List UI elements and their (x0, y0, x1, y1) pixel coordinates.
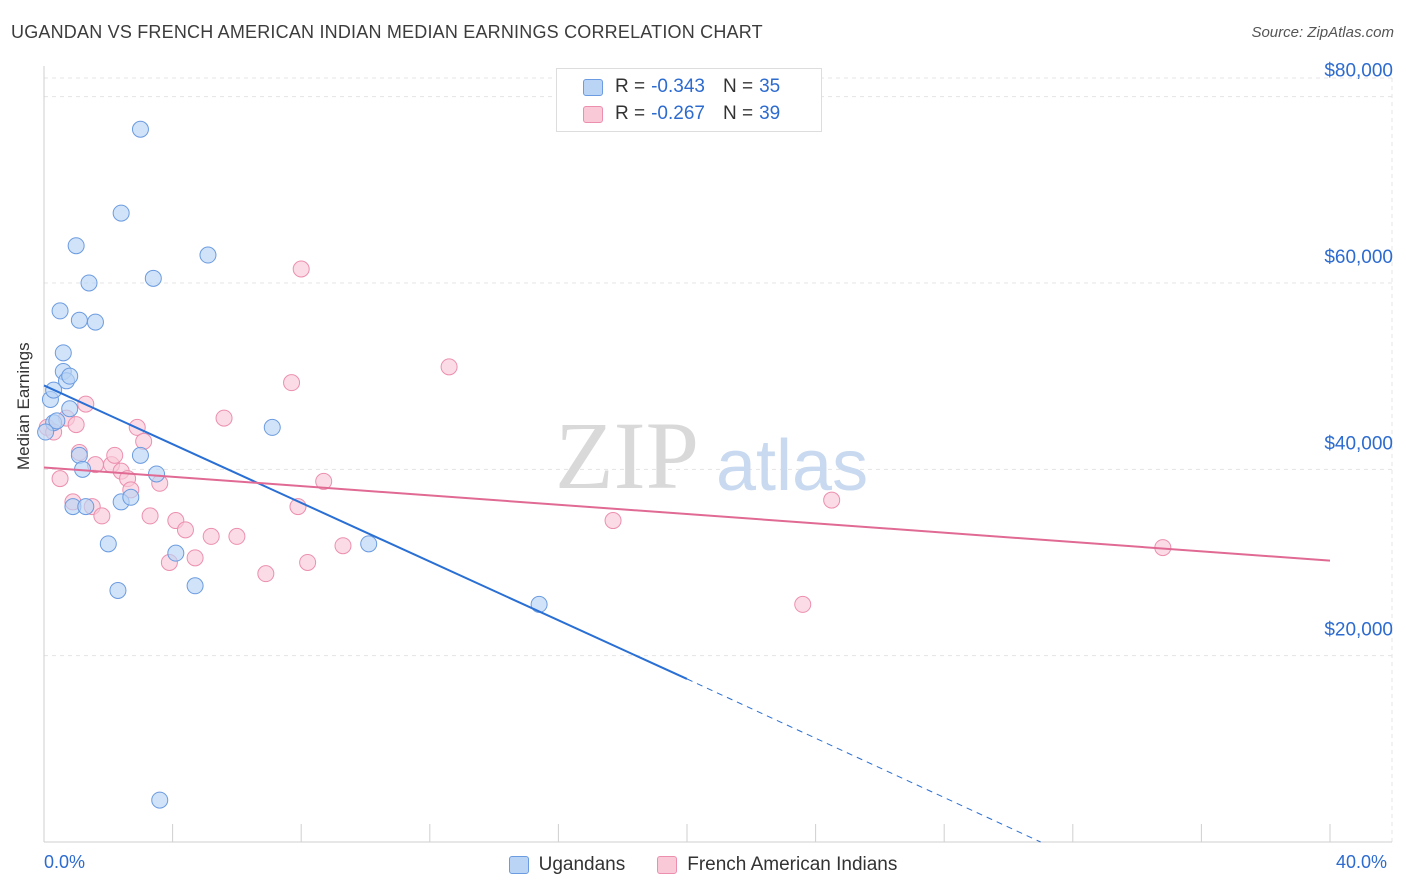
french-american-indian-point (228, 527, 246, 545)
french-american-indian-point (67, 416, 85, 434)
french-american-indian-point (794, 595, 812, 613)
legend-swatch-pink (583, 105, 603, 123)
ugandan-point (151, 791, 169, 809)
ugandan-point (360, 535, 378, 553)
ugandan-point (77, 498, 95, 516)
ugandan-point (167, 544, 185, 562)
french-american-indian-point (604, 512, 622, 530)
axes (43, 66, 1392, 843)
ugandan-point (70, 311, 88, 329)
legend-n-value: 35 (759, 76, 781, 97)
y-axis-label: Median Earnings (14, 342, 33, 470)
y-tick-label: $40,000 (1324, 433, 1393, 454)
ugandan-point (122, 488, 140, 506)
ugandan-point (199, 246, 217, 264)
legend-item-french-american-indians[interactable]: French American Indians (657, 854, 897, 876)
french-american-indian-point (186, 549, 204, 567)
ugandan-point (131, 120, 149, 138)
french-american-indian-point (141, 507, 159, 525)
x-tick-label-min: 0.0% (44, 852, 86, 872)
french-american-indian-point (215, 409, 233, 427)
legend-swatch-ugandans (508, 856, 529, 874)
ugandan-point (148, 465, 166, 483)
legend-swatch-french-american-indians (657, 856, 678, 874)
legend-label-french-american-indians: French American Indians (687, 854, 898, 875)
watermark-zip: ZIP (555, 402, 699, 509)
ugandans-trendline-extension (686, 678, 1041, 843)
ugandan-point (131, 446, 149, 464)
ugandan-point (109, 581, 127, 599)
ugandan-point (67, 237, 85, 255)
french-american-indian-point (176, 521, 194, 539)
legend-swatch-blue (583, 78, 603, 96)
ugandan-point (37, 423, 55, 441)
french-american-indian-point (823, 491, 841, 509)
y-tick-label: $80,000 (1324, 61, 1393, 82)
ugandan-point (80, 274, 98, 292)
ugandan-point (61, 400, 79, 418)
series-ugandans (37, 120, 548, 809)
series-legend: Ugandans French American Indians (0, 852, 1406, 878)
ugandan-point (51, 302, 69, 320)
french-american-indian-point (257, 565, 275, 583)
ugandan-point (54, 344, 72, 362)
y-tick-labels: $20,000 $40,000 $60,000 $80,000 (1324, 61, 1393, 641)
ugandan-point (186, 577, 204, 595)
legend-r-label: R = (615, 76, 646, 97)
legend-r-value: -0.343 (651, 76, 705, 97)
legend-label-ugandans: Ugandans (538, 854, 626, 875)
legend-r-value: -0.267 (651, 103, 705, 124)
legend-n-value: 39 (759, 103, 781, 124)
french-american-indian-point (202, 527, 220, 545)
french-american-indian-point (135, 432, 153, 450)
ugandan-point (48, 412, 66, 430)
y-tick-label: $60,000 (1324, 247, 1393, 268)
legend-item-ugandans[interactable]: Ugandans (508, 854, 626, 876)
ugandan-point (86, 313, 104, 331)
ugandan-point (70, 446, 88, 464)
correlation-legend: R = -0.343 N = 35 R = -0.267 N = 39 (556, 68, 822, 132)
ugandan-point (61, 367, 79, 385)
trendlines (43, 384, 1331, 843)
french-american-indians-trendline (43, 466, 1331, 562)
french-american-indian-point (93, 507, 111, 525)
ugandan-point (99, 535, 117, 553)
x-tick-label-max: 40.0% (1336, 852, 1388, 872)
y-tick-label: $20,000 (1324, 620, 1393, 641)
french-american-indian-point (292, 260, 310, 278)
ugandan-point (144, 269, 162, 287)
legend-r-label: R = (615, 103, 646, 124)
legend-row-ugandans: R = -0.343 N = 35 (583, 75, 780, 99)
legend-n-label: N = (722, 103, 754, 124)
legend-n-label: N = (722, 76, 754, 97)
ugandan-point (263, 418, 281, 436)
french-american-indian-point (283, 374, 301, 392)
chart-title: UGANDAN VS FRENCH AMERICAN INDIAN MEDIAN… (11, 22, 763, 42)
ugandan-point (530, 595, 548, 613)
french-american-indian-point (106, 446, 124, 464)
legend-row-french-american-indians: R = -0.267 N = 39 (583, 102, 780, 126)
french-american-indian-point (440, 358, 458, 376)
french-american-indian-point (51, 470, 69, 488)
ugandans-trendline (43, 384, 688, 680)
french-american-indian-point (315, 472, 333, 490)
french-american-indian-point (299, 553, 317, 571)
watermark-atlas: atlas (716, 426, 868, 506)
french-american-indian-point (334, 537, 352, 555)
source-label: Source: ZipAtlas.com (1251, 24, 1394, 41)
ugandan-point (112, 204, 130, 222)
